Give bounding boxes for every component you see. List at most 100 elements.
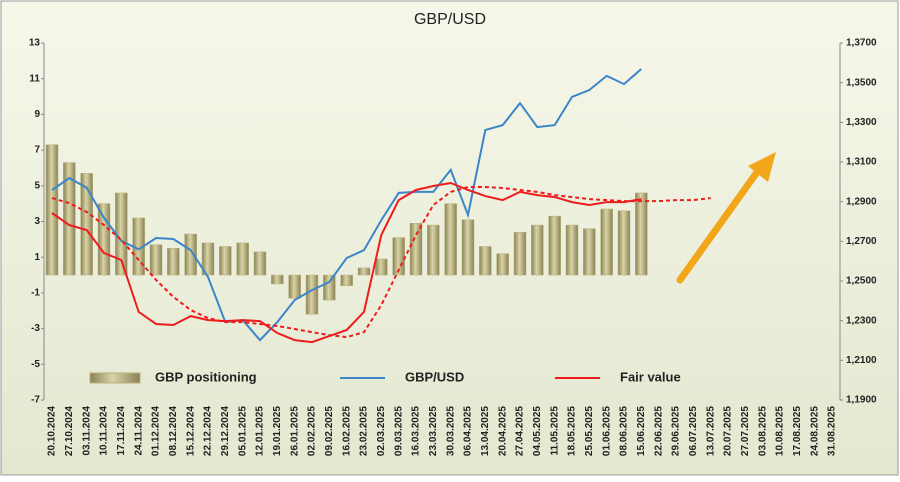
bar	[149, 244, 163, 276]
line	[51, 68, 642, 342]
bar	[305, 274, 319, 315]
bar	[583, 228, 596, 276]
bar	[201, 242, 215, 276]
bar	[219, 246, 232, 276]
bar	[409, 223, 423, 276]
y2-tick-label: 1,2500	[846, 276, 877, 287]
bar	[479, 246, 492, 276]
dashed-line	[51, 186, 711, 339]
x-tick-label: 17.08.2025	[792, 406, 803, 456]
legend-swatch	[89, 372, 141, 384]
x-tick-label: 03.11.2024	[81, 406, 92, 456]
x-tick-label: 19.01.2025	[272, 406, 283, 456]
bar	[288, 274, 301, 299]
x-tick-label: 11.05.2025	[549, 406, 560, 456]
x-tick-label: 10.08.2025	[775, 406, 786, 456]
x-tick-label: 23.02.2025	[359, 406, 370, 456]
x-tick-label: 20.07.2025	[723, 406, 734, 456]
bar	[635, 192, 648, 276]
x-tick-label: 17.11.2024	[116, 406, 127, 456]
arrow	[676, 152, 776, 284]
x-tick-label: 01.06.2025	[601, 406, 612, 456]
bar	[617, 210, 631, 276]
x-tick-label: 29.12.2024	[220, 406, 231, 456]
x-tick-label: 26.01.2025	[289, 406, 300, 456]
x-tick-label: 02.03.2025	[376, 406, 387, 456]
x-tick-label: 05.01.2025	[237, 406, 248, 456]
y-tick-label: 9	[34, 109, 40, 120]
y2-tick-label: 1,2700	[846, 236, 877, 247]
y-tick-label: -5	[31, 359, 40, 370]
y2-tick-label: 1,3300	[846, 117, 877, 128]
x-tick-label: 15.06.2025	[636, 406, 647, 456]
legend-label: Fair value	[620, 369, 681, 384]
legend-label: GBP/USD	[405, 369, 464, 384]
bar	[80, 173, 93, 276]
x-tick-label: 27.07.2025	[740, 406, 751, 456]
bar	[63, 162, 76, 276]
bar	[271, 274, 284, 285]
bar	[236, 242, 249, 276]
x-tick-label: 24.11.2024	[133, 406, 144, 456]
y2-tick-label: 1,1900	[846, 395, 877, 406]
bar	[427, 224, 440, 276]
x-tick-label: 04.05.2025	[532, 406, 543, 456]
x-tick-label: 30.03.2025	[445, 406, 456, 456]
y-tick-label: 3	[34, 216, 40, 227]
bar	[496, 253, 509, 276]
line	[51, 181, 642, 344]
x-tick-label: 16.03.2025	[411, 406, 422, 456]
y2-tick-label: 1,3500	[846, 77, 877, 88]
x-tick-label: 01.12.2024	[151, 406, 162, 456]
y2-tick-label: 1,2100	[846, 355, 877, 366]
bar	[184, 233, 197, 276]
x-tick-label: 18.05.2025	[567, 406, 578, 456]
x-tick-label: 31.08.2025	[827, 406, 838, 456]
y2-tick-label: 1,3700	[846, 38, 877, 49]
bar	[531, 224, 544, 276]
x-tick-label: 27.10.2024	[64, 406, 75, 456]
y2-tick-label: 1,2900	[846, 196, 877, 207]
y-tick-label: -7	[31, 395, 40, 406]
x-tick-label: 22.06.2025	[653, 406, 664, 456]
x-tick-label: 23.03.2025	[428, 406, 439, 456]
bar	[340, 274, 353, 287]
bar	[97, 203, 111, 276]
bar	[513, 231, 527, 276]
bar	[444, 203, 457, 276]
x-tick-label: 09.03.2025	[393, 406, 404, 456]
x-tick-label: 22.12.2024	[203, 406, 214, 456]
bar	[548, 215, 561, 276]
x-tick-label: 16.02.2025	[341, 406, 352, 456]
x-tick-label: 20.04.2025	[497, 406, 508, 456]
bar	[167, 248, 180, 276]
y-tick-label: 1	[34, 252, 40, 263]
bar	[357, 267, 371, 276]
y2-tick-label: 1,2300	[846, 315, 877, 326]
bar	[600, 208, 613, 276]
x-tick-label: 13.04.2025	[480, 406, 491, 456]
y-tick-label: 5	[34, 180, 40, 191]
chart-title: GBP/USD	[414, 11, 486, 28]
x-tick-label: 02.02.2025	[307, 406, 318, 456]
x-tick-label: 27.04.2025	[515, 406, 526, 456]
x-tick-label: 10.11.2024	[99, 406, 110, 456]
x-tick-label: 06.04.2025	[463, 406, 474, 456]
x-tick-label: 24.08.2025	[809, 406, 820, 456]
y-tick-label: 7	[34, 145, 40, 156]
x-tick-label: 25.05.2025	[584, 406, 595, 456]
y-tick-label: -3	[31, 323, 40, 334]
x-tick-label: 08.12.2024	[168, 406, 179, 456]
x-tick-label: 09.02.2025	[324, 406, 335, 456]
x-tick-label: 29.06.2025	[671, 406, 682, 456]
x-tick-label: 20.10.2024	[47, 406, 58, 456]
x-tick-label: 13.07.2025	[705, 406, 716, 456]
bar	[253, 251, 267, 276]
legend-label: GBP positioning	[155, 369, 257, 384]
x-tick-label: 03.08.2025	[757, 406, 768, 456]
y2-tick-label: 1,3100	[846, 157, 877, 168]
bar	[45, 144, 59, 276]
x-tick-label: 15.12.2024	[185, 406, 196, 456]
x-tick-label: 08.06.2025	[619, 406, 630, 456]
x-tick-label: 12.01.2025	[255, 406, 266, 456]
